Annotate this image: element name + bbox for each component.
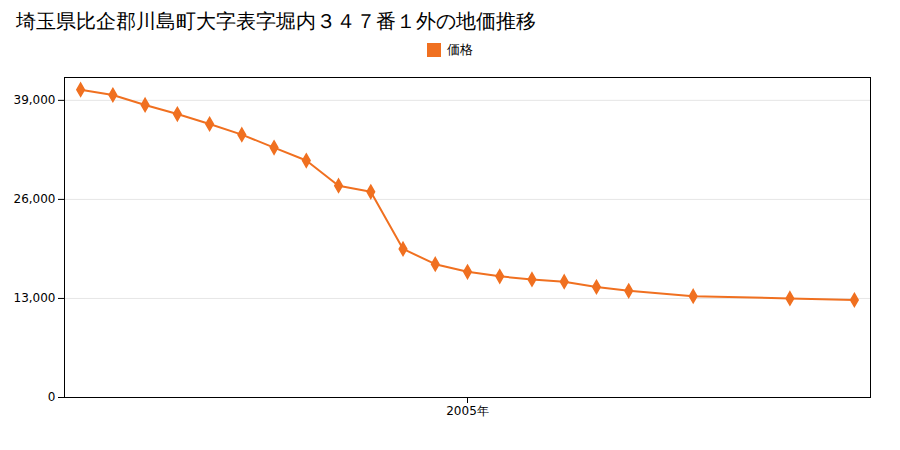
svg-text:0: 0 [48, 390, 56, 404]
svg-text:26,000: 26,000 [14, 192, 56, 206]
html-text:価格: 価格 [447, 42, 473, 57]
svg-text:39,000: 39,000 [14, 93, 56, 107]
svg-text:2005年: 2005年 [446, 404, 489, 418]
html-text:埼玉県比企郡川島町大字表字堀内３４７番１外の地価推移: 埼玉県比企郡川島町大字表字堀内３４７番１外の地価推移 [16, 9, 536, 33]
svg-text:13,000: 13,000 [14, 291, 56, 305]
